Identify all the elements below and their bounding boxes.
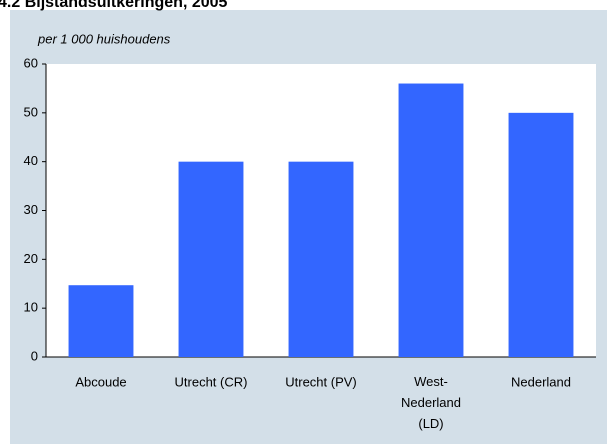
y-tick-label: 10	[24, 300, 38, 315]
x-tick-label: West-Nederland (LD)	[401, 374, 461, 431]
bar	[398, 83, 464, 358]
y-tick-label: 0	[31, 348, 38, 363]
x-tick-label: Abcoude	[75, 374, 126, 389]
bar	[178, 161, 244, 357]
y-tick-label: 50	[24, 104, 38, 119]
x-tick-label: Utrecht (CR)	[175, 374, 248, 389]
y-tick-label: 20	[24, 251, 38, 266]
x-tick-label: Nederland	[511, 374, 571, 389]
chart-subtitle: per 1 000 huishoudens	[37, 31, 171, 46]
bar	[508, 112, 574, 357]
chart-title: 4.2 Bijstandsuitkeringen, 2005	[0, 0, 228, 11]
y-tick-label: 40	[24, 153, 38, 168]
y-tick-label: 30	[24, 202, 38, 217]
x-tick-label: Utrecht (PV)	[285, 374, 357, 389]
y-tick-label: 60	[24, 55, 38, 70]
bar	[288, 161, 354, 357]
bar	[68, 285, 134, 357]
